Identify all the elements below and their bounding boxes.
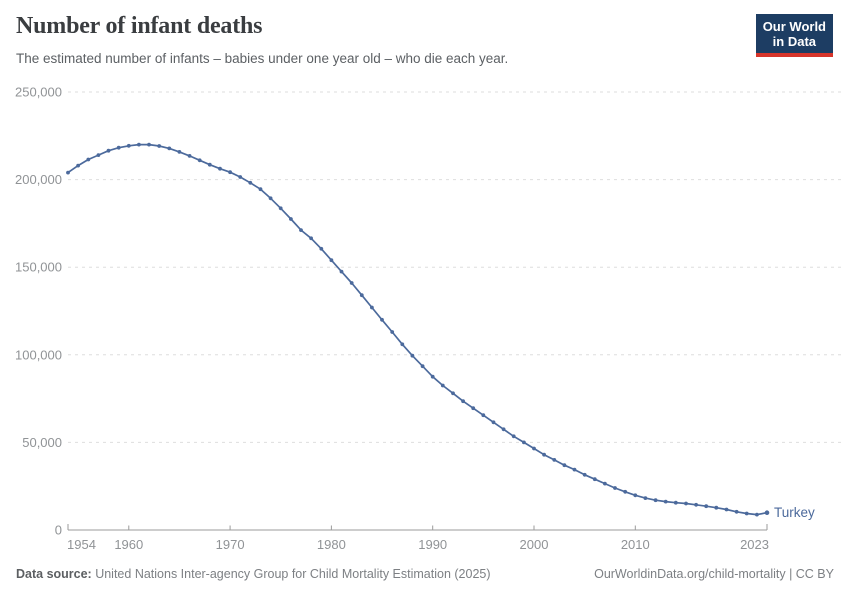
x-axis-label: 2010 (621, 537, 650, 552)
data-source-text: United Nations Inter-agency Group for Ch… (91, 567, 491, 581)
data-point (552, 458, 557, 462)
y-axis-label: 100,000 (15, 347, 62, 362)
y-axis-label: 150,000 (15, 260, 62, 275)
data-point (329, 258, 334, 263)
data-point (714, 505, 719, 510)
data-point (572, 467, 577, 472)
data-point (126, 143, 131, 148)
data-point (116, 145, 121, 150)
x-axis-label: 1960 (114, 537, 143, 552)
data-point (309, 236, 313, 241)
data-point (218, 166, 222, 171)
data-point (744, 511, 749, 516)
chart-footer: Data source: United Nations Inter-agency… (16, 567, 834, 581)
data-point (76, 163, 80, 168)
data-point (542, 452, 546, 457)
data-point (299, 228, 303, 233)
data-point (86, 157, 91, 162)
data-point (481, 413, 486, 418)
data-point (319, 246, 324, 251)
data-point (603, 481, 607, 486)
data-point (430, 374, 435, 379)
data-point (137, 142, 141, 147)
data-point (258, 187, 263, 192)
attribution: OurWorldinData.org/child-mortality | CC … (594, 567, 834, 581)
data-point (187, 154, 192, 158)
data-point (461, 399, 465, 404)
data-point (694, 502, 698, 507)
owid-logo-line1: Our World (762, 19, 826, 34)
data-point (177, 150, 182, 154)
chart-subtitle: The estimated number of infants – babies… (16, 51, 509, 66)
y-axis-label: 200,000 (15, 172, 62, 187)
data-point (420, 364, 425, 369)
y-axis-label: 250,000 (15, 85, 62, 100)
data-point (471, 406, 476, 411)
data-point (410, 353, 415, 358)
data-point (522, 440, 526, 445)
data-point (633, 493, 638, 498)
data-point (623, 489, 628, 494)
data-point (400, 342, 405, 347)
data-point (613, 486, 617, 490)
data-point (238, 175, 243, 179)
data-point (653, 498, 658, 503)
data-point (684, 501, 688, 506)
data-source-label: Data source: (16, 567, 92, 581)
data-point (380, 317, 384, 322)
data-point (592, 477, 597, 482)
x-axis-label: 2023 (740, 537, 769, 552)
data-point (228, 170, 233, 175)
y-axis-label: 50,000 (22, 435, 62, 450)
series-label-turkey: Turkey (774, 505, 815, 520)
x-axis-label: 1970 (216, 537, 245, 552)
y-axis-label: 0 (55, 523, 62, 538)
data-point (248, 180, 253, 185)
data-point (562, 463, 567, 468)
data-point (582, 472, 587, 477)
data-point (66, 170, 70, 175)
data-point (289, 217, 293, 221)
data-point (451, 391, 455, 396)
data-point (268, 196, 273, 201)
data-point (673, 500, 678, 505)
data-point (440, 383, 445, 388)
data-point (643, 496, 648, 500)
data-point (207, 162, 212, 167)
data-point (704, 504, 709, 509)
data-point (724, 507, 729, 512)
chart-title: Number of infant deaths (16, 13, 263, 39)
data-point (278, 206, 283, 211)
data-point (390, 330, 395, 334)
data-source: Data source: United Nations Inter-agency… (16, 567, 491, 581)
x-axis-label: 1954 (67, 537, 96, 552)
x-axis-label: 2000 (520, 537, 549, 552)
data-point (663, 499, 668, 504)
data-point (197, 158, 202, 163)
data-point (764, 510, 770, 515)
data-point (147, 142, 151, 147)
data-point (359, 293, 364, 298)
owid-logo: Our World in Data (755, 14, 833, 57)
data-line (67, 143, 768, 516)
data-point (532, 446, 536, 451)
data-point (511, 434, 516, 439)
owid-logo-line2: in Data (772, 34, 817, 49)
data-point (501, 427, 506, 432)
data-point (167, 146, 172, 151)
data-point (157, 144, 162, 148)
data-point (106, 148, 111, 153)
data-point (339, 269, 344, 274)
x-axis-label: 1980 (317, 537, 346, 552)
data-point (96, 153, 101, 158)
data-point (755, 512, 759, 517)
data-point (349, 281, 354, 285)
x-axis-label: 1990 (418, 537, 447, 552)
data-point (491, 420, 496, 425)
data-point (370, 305, 374, 310)
data-point (734, 509, 739, 514)
